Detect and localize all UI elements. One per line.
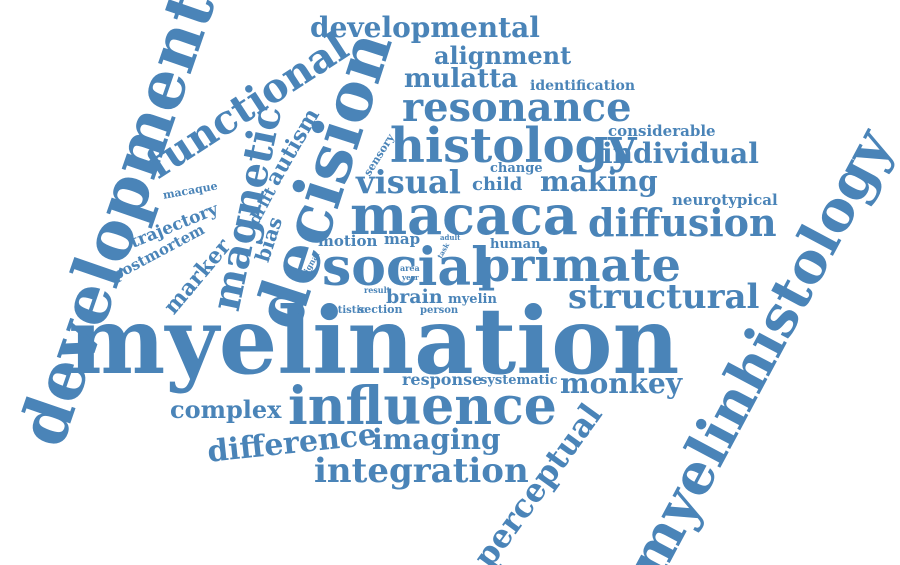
word-map: map: [384, 230, 421, 248]
word-developmental: developmental: [310, 11, 540, 44]
word-making: making: [540, 165, 658, 198]
word-myelination: myelination: [68, 287, 680, 395]
word-resonance: resonance: [402, 84, 632, 131]
word-adult: adult: [440, 233, 461, 242]
word-human: human: [490, 237, 541, 252]
word-person: person: [420, 305, 459, 316]
word-integration: integration: [314, 451, 529, 491]
word-alignment: alignment: [434, 41, 572, 70]
word-neurotypical: neurotypical: [672, 191, 778, 209]
word-visual: visual: [356, 163, 461, 201]
word-change: change: [490, 161, 543, 176]
word-result: result: [364, 285, 391, 295]
word-primate: primate: [478, 238, 681, 292]
word-systematic: systematic: [480, 373, 558, 388]
word-social: social: [322, 237, 491, 298]
word-mulatta: mulatta: [404, 64, 519, 94]
word-autistic: autistic: [324, 305, 367, 316]
word-diffusion: diffusion: [588, 200, 777, 245]
word-motion: motion: [318, 232, 378, 250]
word-area: area: [400, 263, 420, 273]
word-imaging: imaging: [372, 423, 501, 456]
word-response: response: [402, 370, 483, 389]
word-considerable: considerable: [608, 122, 716, 140]
word-monkey: monkey: [560, 367, 683, 400]
word-influence: influence: [288, 376, 557, 437]
word-histology: histology: [390, 118, 637, 174]
word-identification: identification: [530, 78, 636, 94]
word-macaca: macaca: [350, 183, 578, 247]
word-complex: complex: [170, 395, 282, 424]
word-section: section: [358, 303, 403, 316]
word-individual: individual: [602, 137, 759, 170]
word-structural: structural: [568, 277, 760, 317]
word-year: year: [402, 273, 419, 282]
word-child: child: [472, 174, 523, 195]
word-brain: brain: [386, 286, 443, 308]
word-myelin: myelin: [448, 292, 497, 307]
